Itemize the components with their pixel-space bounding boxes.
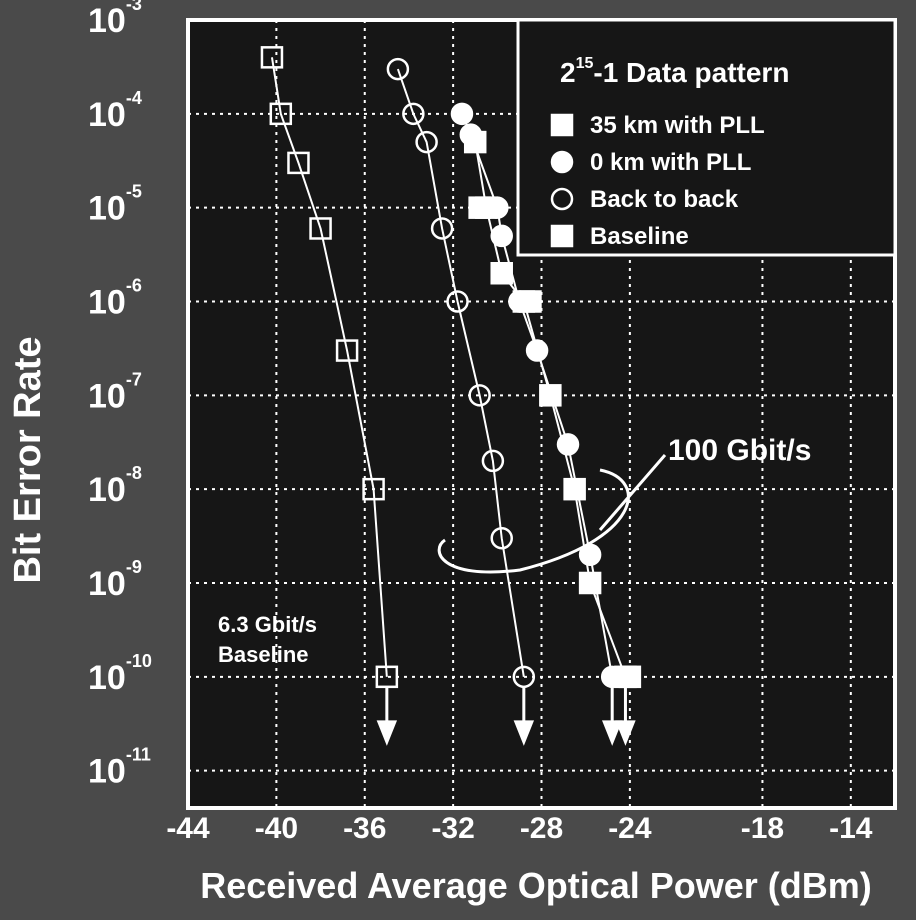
legend-marker [550,150,574,174]
point [446,290,469,313]
y-axis-label: Bit Error Rate [7,336,49,583]
legend-label: Baseline [590,223,689,250]
point [335,339,359,362]
y-tick-exponent: -3 [126,0,142,14]
y-tick-base: 10 [88,471,126,509]
point [556,433,580,456]
y-tick-base: 10 [88,96,126,134]
y-tick-exponent: -4 [126,88,142,108]
y-tick-label: 10-10 [88,651,152,697]
legend-marker [550,187,574,211]
legend-title: 215-1 Data pattern [560,55,789,88]
y-tick-base: 10 [88,2,126,40]
y-tick-exponent: -10 [126,651,152,671]
y-tick-label: 10-9 [88,557,142,603]
legend-label: 0 km with PLL [590,149,751,176]
y-tick-label: 10-8 [88,463,142,509]
x-tick-label: -40 [255,812,298,845]
annotation: Baseline [218,642,309,667]
x-tick-label: -14 [829,812,873,845]
annotation: 6.3 Gbit/s [218,612,317,637]
y-tick-base: 10 [88,659,126,697]
point [490,224,513,248]
marks [260,46,642,746]
y-tick-exponent: -8 [126,463,142,483]
y-tick-exponent: -11 [126,745,151,765]
legend-label: Back to back [590,186,739,213]
y-tick-base: 10 [88,190,126,228]
down-arrow [615,686,636,746]
y-tick-label: 10-7 [88,369,142,415]
x-tick-label: -28 [520,812,563,845]
annotation: 100 Gbit/s [668,434,811,467]
y-tick-exponent: -5 [126,182,142,202]
legend-title-rest: -1 Data pattern [593,57,789,88]
y-tick-exponent: -7 [126,369,142,389]
y-tick-base: 10 [88,753,126,791]
y-tick-base: 10 [88,377,126,415]
point [519,290,542,313]
point [415,130,438,154]
annotation-bracket [437,454,667,574]
point [468,384,491,407]
point [512,665,536,689]
down-arrow [376,686,398,746]
point [287,151,310,175]
point [481,449,505,473]
x-tick-label: -44 [166,812,210,845]
y-tick-exponent: -9 [126,557,142,577]
point [490,526,513,550]
legend-marker [550,224,574,248]
y-tick-label: 10-6 [88,275,142,321]
y-tick-base: 10 [88,283,126,321]
point [468,196,491,219]
x-tick-label: -36 [343,812,386,845]
y-tick-exponent: -6 [126,275,142,295]
point [539,384,562,407]
point [362,477,385,501]
down-arrow [601,686,623,746]
x-tick-label: -32 [431,812,474,845]
x-tick-label: -18 [741,812,784,845]
point [269,102,293,126]
point [375,665,399,689]
point [490,262,513,285]
fit-line [270,57,388,677]
point [386,57,410,81]
point [402,102,425,126]
legend-box [516,18,897,257]
point [618,665,642,689]
point [309,217,332,240]
legend-title-base: 2 [560,57,576,88]
point [430,217,454,240]
y-tick-label: 10-3 [88,0,142,40]
y-tick-base: 10 [88,565,126,603]
y-tick-label: 10-11 [88,745,151,791]
point [525,339,549,362]
legend-label: 35 km with PLL [590,112,765,139]
legend-title-exponent: 15 [576,55,594,72]
x-tick-label: -24 [608,812,652,845]
point [450,102,474,126]
y-tick-label: 10-5 [88,182,142,228]
y-tick-label: 10-4 [88,88,142,134]
point [260,46,284,69]
down-arrow [513,686,535,746]
point [459,123,483,146]
x-axis-label: Received Average Optical Power (dBm) [200,865,872,906]
legend-marker [550,113,574,137]
